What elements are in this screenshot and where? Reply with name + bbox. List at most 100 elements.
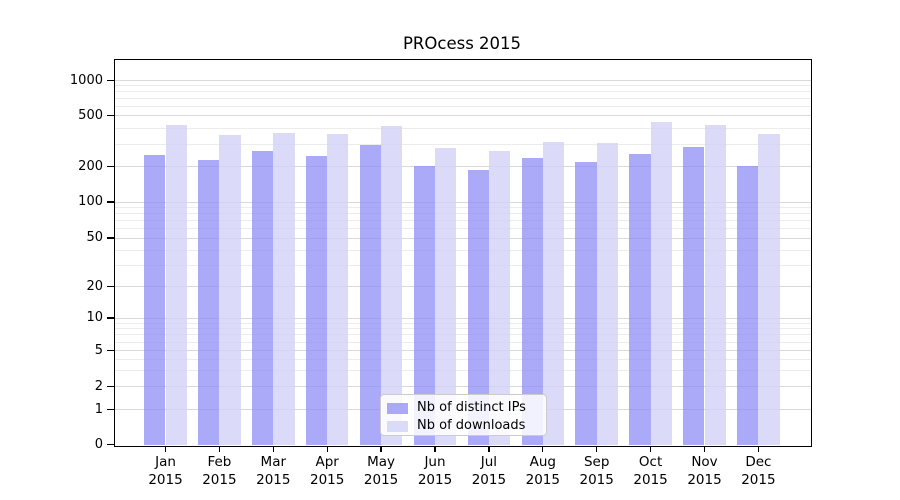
gridline-minor-3 [115,370,811,372]
x-tick-mark-jan [164,446,167,452]
x-tick-mark-oct [649,446,652,452]
bar-nov-distinct-ips [683,147,705,445]
bar-jan-distinct-ips [144,154,166,445]
x-tick-year: 2015 [202,471,237,488]
x-tick-year: 2015 [310,471,345,488]
gridline-minor-300 [115,143,811,145]
bar-sep-distinct-ips [575,162,597,445]
y-tick-label-500: 500 [78,107,103,123]
y-tick-mark-50 [107,237,115,239]
y-tick-label-5: 5 [94,342,103,358]
bar-dec-distinct-ips [737,166,759,445]
x-tick-month: May [367,454,396,470]
x-tick-mark-feb [218,446,221,452]
y-tick-mark-2 [107,385,115,387]
bar-mar-downloads [273,133,295,445]
x-tick-label-jan: Jan 2015 [136,454,196,489]
x-tick-year: 2015 [741,471,776,488]
x-tick-label-sep: Sep 2015 [567,454,627,489]
x-tick-year: 2015 [525,471,560,488]
gridline-major-50 [115,237,811,239]
y-tick-label-0: 0 [94,437,103,452]
x-tick-year: 2015 [471,471,507,488]
gridline-major-5 [115,350,811,351]
x-tick-year: 2015 [687,471,722,488]
y-tick-mark-1000 [107,79,115,81]
gridline-major-20 [115,286,811,287]
x-tick-label-apr: Apr 2015 [297,454,357,489]
x-tick-month: Oct [638,454,663,470]
gridline-minor-800 [115,91,811,93]
x-tick-month: Apr [315,454,339,470]
bar-may-distinct-ips [359,144,382,445]
x-tick-label-feb: Feb 2015 [189,454,249,489]
y-tick-mark-1 [107,408,115,411]
bar-may-downloads [381,126,403,445]
y-tick-label-1: 1 [94,401,103,417]
y-tick-label-200: 200 [78,158,103,174]
bar-dec-downloads [758,134,780,445]
x-tick-month: Jul [480,454,498,470]
x-tick-year: 2015 [633,471,668,488]
bar-oct-distinct-ips [629,153,651,445]
legend-row-distinct-ips: Nb of distinct IPs [387,400,538,416]
x-tick-label-mar: Mar 2015 [243,454,303,489]
bar-jun-distinct-ips [413,166,435,445]
x-tick-month: Sep [583,454,610,470]
x-tick-year: 2015 [148,471,183,488]
gridline-minor-400 [115,127,811,129]
x-tick-label-jun: Jun 2015 [405,454,465,489]
gridline-minor-6 [115,341,811,343]
bar-feb-distinct-ips [198,159,220,445]
bar-feb-downloads [219,135,241,445]
bar-apr-distinct-ips [305,156,328,445]
legend-box: Nb of distinct IPs Nb of downloads [380,394,547,436]
bar-jul-downloads [488,150,511,445]
y-tick-mark-20 [107,285,115,287]
x-tick-label-dec: Dec 2015 [728,454,788,489]
y-tick-mark-100 [107,201,115,203]
x-tick-mark-nov [703,446,706,452]
gridline-major-2 [115,386,811,387]
x-tick-label-nov: Nov 2015 [675,454,735,489]
chart-title: PROcess 2015 [402,34,522,53]
x-tick-year: 2015 [363,471,399,488]
x-tick-month: Aug [529,454,556,470]
x-tick-mark-dec [757,446,760,452]
x-tick-mark-sep [596,446,598,452]
bar-jan-downloads [165,124,187,445]
gridline-minor-40 [115,249,811,251]
x-tick-year: 2015 [417,471,453,488]
gridline-major-1000 [115,80,811,81]
y-tick-mark-10 [107,317,115,319]
x-tick-mark-apr [326,446,328,452]
bar-apr-downloads [327,133,349,445]
gridline-minor-9 [115,322,811,324]
gridline-minor-30 [115,264,811,266]
y-tick-label-50: 50 [86,230,103,246]
gridline-minor-70 [115,220,811,222]
x-tick-label-aug: Aug 2015 [513,454,573,489]
gridline-minor-4 [115,358,811,360]
bar-jun-downloads [435,148,457,445]
bar-aug-downloads [542,142,565,445]
x-tick-label-jul: Jul 2015 [459,454,519,489]
gridline-major-100 [115,201,811,203]
gridline-minor-80 [115,213,811,215]
x-tick-mark-mar [272,446,274,452]
legend-swatch-distinct-ips [387,402,408,414]
y-tick-label-20: 20 [86,278,103,294]
gridline-minor-900 [115,85,811,87]
legend-swatch-downloads [387,420,408,432]
x-tick-mark-aug [542,446,544,452]
y-tick-mark-500 [107,114,115,117]
x-tick-label-may: May 2015 [351,454,411,489]
x-tick-mark-jun [434,446,436,452]
legend-label-distinct-ips: Nb of distinct IPs [417,400,526,415]
gridline-major-200 [115,166,811,167]
x-tick-year: 2015 [579,471,614,488]
y-tick-mark-200 [107,165,115,167]
y-tick-label-100: 100 [78,194,103,210]
gridline-major-500 [115,115,811,117]
